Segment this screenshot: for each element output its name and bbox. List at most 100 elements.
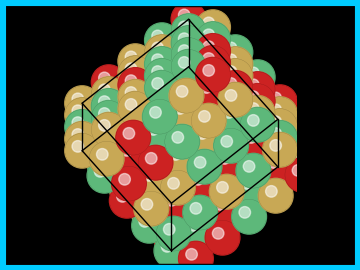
Circle shape (169, 31, 204, 66)
Circle shape (195, 34, 230, 68)
Circle shape (248, 115, 259, 126)
Circle shape (218, 35, 253, 70)
Circle shape (156, 181, 191, 215)
Circle shape (215, 175, 226, 187)
Circle shape (163, 106, 197, 140)
Circle shape (234, 158, 269, 193)
Circle shape (194, 27, 228, 62)
Circle shape (154, 210, 189, 244)
Circle shape (163, 188, 175, 200)
Circle shape (176, 38, 188, 50)
Circle shape (268, 133, 279, 144)
Circle shape (112, 154, 146, 189)
Circle shape (134, 191, 168, 226)
Circle shape (174, 55, 186, 67)
Circle shape (134, 168, 168, 202)
Circle shape (121, 121, 132, 132)
Circle shape (116, 97, 150, 131)
Circle shape (241, 142, 253, 154)
Circle shape (114, 90, 148, 124)
Circle shape (181, 165, 215, 200)
Circle shape (121, 133, 132, 144)
Circle shape (268, 121, 279, 133)
Circle shape (174, 67, 186, 79)
Circle shape (194, 157, 206, 168)
Circle shape (241, 178, 253, 189)
Circle shape (285, 146, 320, 180)
Circle shape (285, 122, 320, 157)
Circle shape (148, 88, 159, 100)
Circle shape (225, 90, 237, 101)
Circle shape (116, 85, 150, 119)
Circle shape (94, 142, 106, 153)
Circle shape (185, 131, 220, 166)
Circle shape (145, 117, 157, 129)
Circle shape (189, 97, 224, 131)
Circle shape (270, 116, 282, 127)
Circle shape (168, 130, 179, 142)
Circle shape (136, 150, 171, 185)
Circle shape (205, 220, 240, 255)
Circle shape (72, 141, 84, 152)
Circle shape (119, 162, 130, 173)
Circle shape (212, 180, 224, 192)
Circle shape (240, 60, 275, 94)
Circle shape (168, 178, 179, 189)
Circle shape (214, 128, 248, 163)
Circle shape (246, 96, 257, 108)
Circle shape (190, 167, 202, 178)
Circle shape (187, 102, 222, 137)
Circle shape (285, 157, 320, 192)
Circle shape (217, 146, 228, 157)
Circle shape (87, 111, 122, 146)
Circle shape (223, 59, 235, 71)
Circle shape (96, 101, 108, 113)
Circle shape (89, 106, 124, 140)
Circle shape (192, 162, 204, 173)
Circle shape (91, 100, 126, 135)
Circle shape (161, 217, 173, 228)
Circle shape (138, 110, 173, 144)
Circle shape (167, 48, 202, 83)
Circle shape (140, 104, 175, 139)
Circle shape (188, 184, 199, 195)
Circle shape (248, 103, 259, 114)
Circle shape (201, 82, 212, 93)
Circle shape (143, 76, 177, 110)
Circle shape (292, 165, 304, 176)
Circle shape (172, 120, 184, 131)
Circle shape (132, 173, 166, 207)
Circle shape (171, 26, 206, 60)
Circle shape (243, 149, 255, 160)
Circle shape (174, 79, 186, 90)
Circle shape (238, 124, 273, 159)
Circle shape (140, 81, 175, 116)
Circle shape (156, 204, 191, 239)
Circle shape (118, 44, 153, 79)
Circle shape (261, 114, 295, 148)
Circle shape (223, 83, 235, 94)
Circle shape (161, 170, 195, 205)
Circle shape (125, 63, 137, 75)
Circle shape (150, 71, 161, 83)
Circle shape (179, 9, 190, 21)
Circle shape (72, 93, 84, 105)
Circle shape (163, 118, 197, 152)
Circle shape (119, 138, 130, 150)
Circle shape (192, 68, 226, 102)
Circle shape (119, 126, 130, 138)
Circle shape (116, 73, 150, 107)
Circle shape (181, 177, 215, 211)
Circle shape (238, 113, 273, 147)
Circle shape (65, 110, 99, 144)
Circle shape (99, 72, 110, 84)
Circle shape (87, 158, 122, 193)
Circle shape (243, 137, 255, 149)
Circle shape (216, 87, 251, 122)
Circle shape (189, 120, 224, 155)
Circle shape (179, 206, 213, 240)
Circle shape (186, 237, 197, 248)
Circle shape (212, 204, 224, 215)
Circle shape (140, 69, 175, 104)
Circle shape (218, 70, 253, 105)
